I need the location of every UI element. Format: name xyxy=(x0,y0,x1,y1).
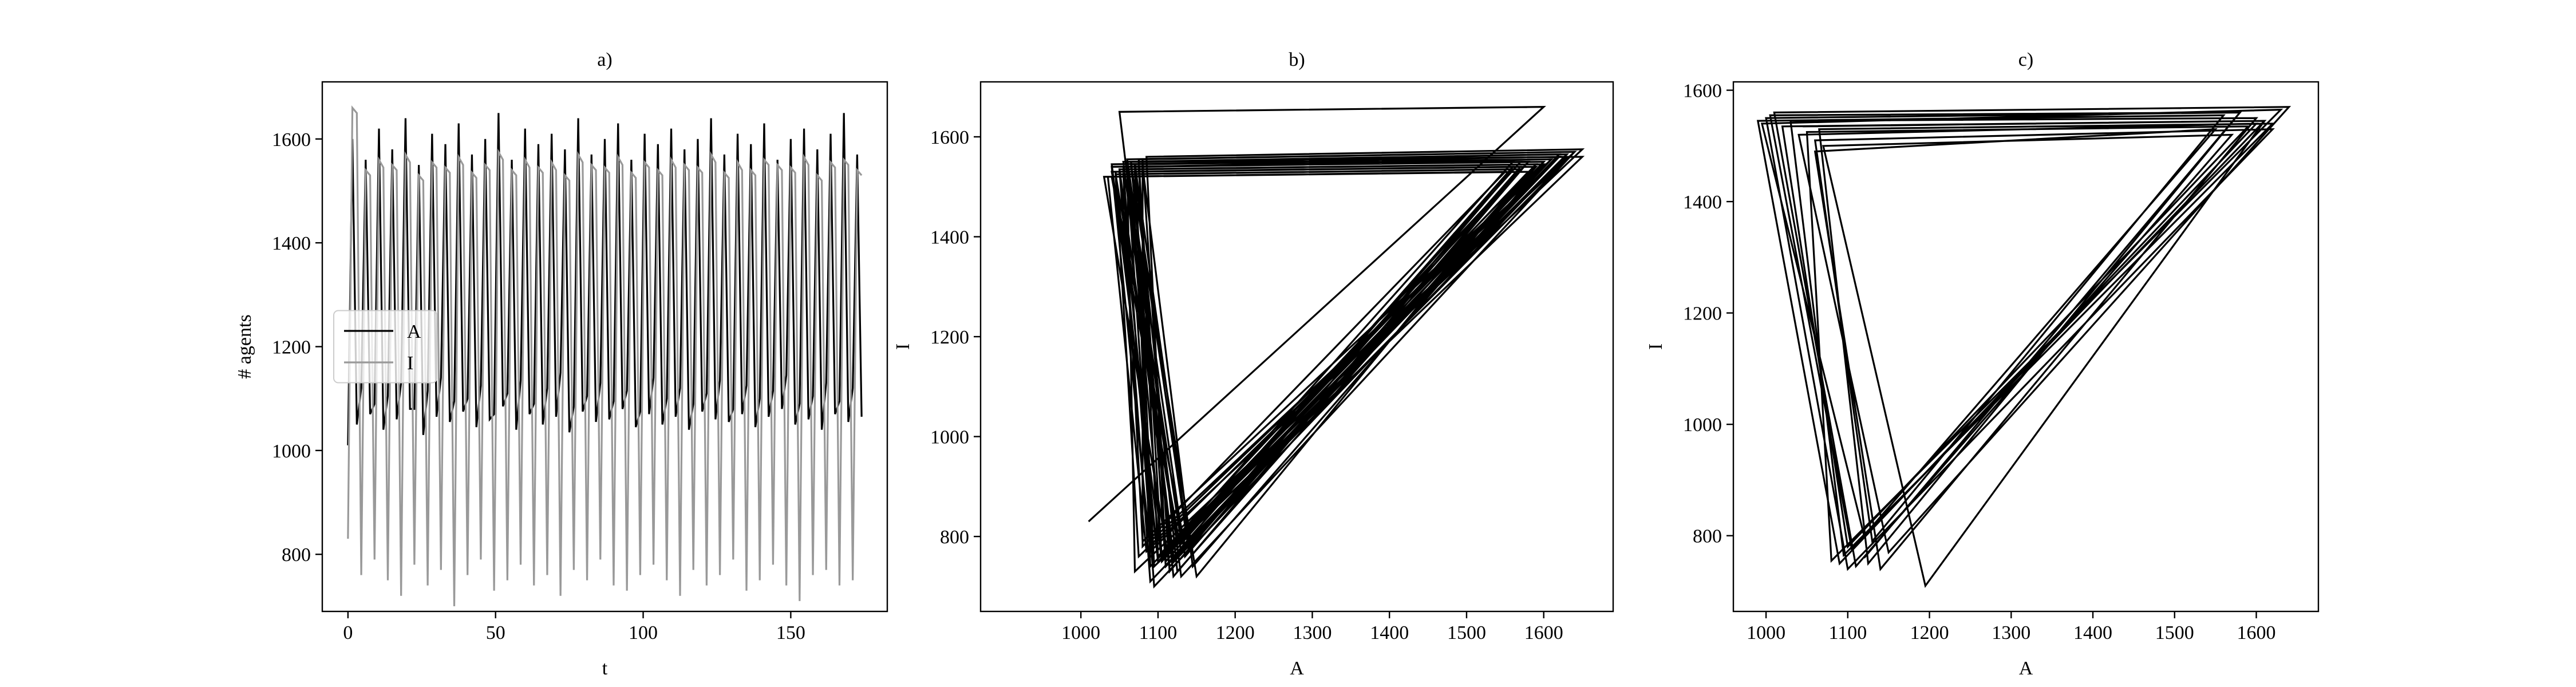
x-tick-label: 1100 xyxy=(1139,622,1178,643)
x-tick-label: 1400 xyxy=(1370,622,1409,643)
x-tick-label: 1500 xyxy=(1447,622,1486,643)
x-tick-label: 1600 xyxy=(2237,622,2276,643)
x-tick-label: 1500 xyxy=(2155,622,2194,643)
y-tick-label: 1200 xyxy=(1683,303,1722,325)
y-tick-label: 1000 xyxy=(1683,414,1722,436)
x-tick-label: 100 xyxy=(629,622,658,643)
axes-frame xyxy=(321,81,888,613)
subplot-title: b) xyxy=(1289,49,1305,70)
x-tick-label: 1200 xyxy=(1910,622,1949,643)
x-tick-label: 1000 xyxy=(1061,622,1100,643)
legend-label: A xyxy=(407,321,421,342)
x-tick-label: 1100 xyxy=(1828,622,1867,643)
subplot: c) A I 1000 1100 1200 1300 1400 1500 1600 800 1000 1… xyxy=(1645,49,2320,679)
x-axis-label: A xyxy=(2019,658,2033,679)
x-tick-label: 1000 xyxy=(1747,622,1785,643)
x-axis-label: A xyxy=(1290,658,1304,679)
y-tick-label: 1600 xyxy=(272,129,311,151)
y-axis-label: I xyxy=(1645,344,1666,350)
x-tick-label: 150 xyxy=(776,622,805,643)
y-tick-label: 800 xyxy=(1693,526,1722,547)
axes-frame xyxy=(979,81,1614,613)
y-tick-label: 1400 xyxy=(930,227,969,248)
y-tick-label: 1600 xyxy=(1683,81,1722,102)
y-tick-label: 1600 xyxy=(930,127,969,148)
y-tick-label: 1000 xyxy=(930,427,969,448)
y-tick-label: 800 xyxy=(282,544,311,566)
x-tick-label: 1300 xyxy=(1992,622,2030,643)
axes-frame xyxy=(1732,81,2320,613)
y-tick-label: 1200 xyxy=(930,327,969,348)
x-tick-label: 1400 xyxy=(2073,622,2112,643)
subplot-title: c) xyxy=(2018,49,2033,70)
series-line xyxy=(347,105,863,606)
x-tick-label: 1600 xyxy=(1524,622,1563,643)
y-tick-label: 800 xyxy=(940,527,969,548)
subplot-title: a) xyxy=(597,49,612,70)
x-tick-label: 0 xyxy=(343,622,353,643)
subplot: b) A I 1000 1100 1200 1300 1400 1500 1600 800 1000 1… xyxy=(892,49,1614,679)
subplot: a) t # agents 0 50 100 150 800 1000 1200 1400 1600 A… xyxy=(234,49,888,679)
x-axis-label: t xyxy=(602,658,608,679)
x-tick-label: 1200 xyxy=(1216,622,1255,643)
y-tick-label: 1400 xyxy=(1683,192,1722,213)
data-line xyxy=(1756,106,2291,589)
y-axis-label: # agents xyxy=(234,314,255,378)
x-tick-label: 1300 xyxy=(1293,622,1332,643)
x-tick-label: 50 xyxy=(486,622,505,643)
legend-box xyxy=(333,310,437,384)
y-tick-label: 1400 xyxy=(272,233,311,254)
legend-label: I xyxy=(407,353,413,374)
y-tick-label: 1000 xyxy=(272,441,311,462)
y-axis-label: I xyxy=(892,344,914,350)
y-tick-label: 1200 xyxy=(272,337,311,358)
legend: AI xyxy=(333,310,437,384)
data-line xyxy=(1088,105,1585,589)
